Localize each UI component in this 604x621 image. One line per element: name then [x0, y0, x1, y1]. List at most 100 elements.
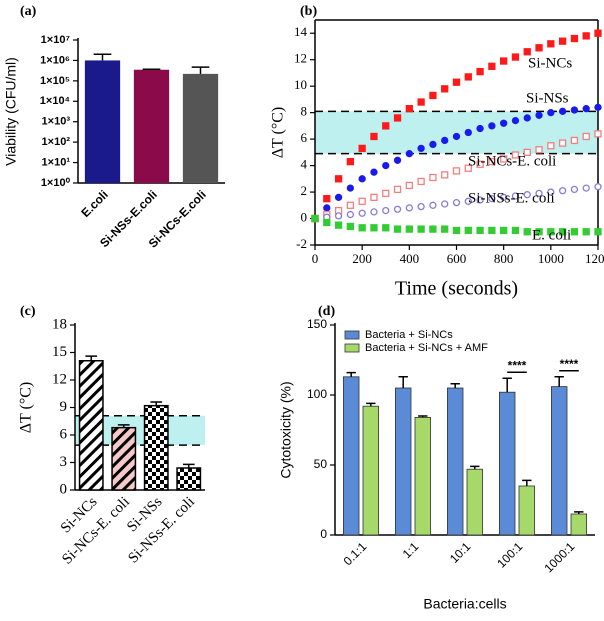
marker [488, 195, 496, 203]
marker [346, 201, 355, 209]
bar [143, 404, 169, 491]
y-tick-label: 6 [60, 426, 68, 442]
x-tick-label: 400 [400, 251, 420, 266]
error-bar [346, 371, 356, 377]
marker [535, 228, 543, 236]
y-tick-label: 1×10² [42, 136, 71, 148]
marker [594, 130, 602, 138]
marker [346, 157, 355, 166]
marker [370, 168, 378, 176]
y-axis-title: ΔT (°C) [18, 382, 35, 434]
y-tick-label: 1×10⁶ [40, 54, 70, 66]
marker [429, 173, 437, 182]
bar [362, 405, 380, 536]
marker [500, 119, 508, 127]
marker [594, 183, 602, 191]
marker [334, 221, 343, 229]
y-tick-label: 2 [301, 183, 308, 198]
marker [405, 105, 413, 113]
bar [394, 387, 412, 536]
marker [500, 57, 508, 65]
marker [405, 181, 413, 190]
marker [417, 144, 425, 153]
marker [358, 224, 366, 232]
error-bar [93, 53, 112, 61]
legend-label: Bacteria + Si-NCs + AMF [365, 342, 488, 354]
x-tick-label: 100:1 [494, 539, 525, 570]
marker [417, 225, 425, 233]
error-bar [398, 376, 408, 388]
panel: (b) -2 0 2 4 6 8 10 12 14 ΔT (°C) 0 200 400 600 800 1000… [270, 4, 604, 299]
marker [358, 144, 366, 153]
marker [523, 191, 531, 199]
error-bar [554, 376, 564, 387]
x-tick-label: 1000 [538, 251, 564, 266]
marker [547, 142, 555, 150]
series-label: E. coli [532, 227, 571, 243]
marker [393, 225, 402, 233]
bar [446, 387, 464, 536]
marker [441, 85, 449, 93]
marker [511, 116, 520, 125]
series-label: Si-NSs [526, 90, 569, 106]
marker [500, 155, 508, 163]
bar [84, 60, 121, 183]
y-tick-label: 14 [294, 24, 308, 39]
error-bar [470, 465, 480, 470]
marker [476, 196, 484, 204]
panel-label: (b) [300, 4, 317, 19]
marker [570, 228, 579, 236]
marker [452, 132, 461, 141]
marker [334, 212, 343, 220]
marker [594, 29, 602, 37]
series-label: Si-NSs-E. coli [468, 190, 555, 206]
marker [382, 122, 390, 130]
error-bar [85, 355, 98, 361]
marker [558, 228, 567, 236]
marker [405, 204, 413, 212]
marker [334, 193, 343, 202]
x-tick-label: 10:1 [447, 539, 474, 566]
legend-label: Bacteria + Si-NCs [365, 329, 453, 341]
marker [558, 187, 567, 195]
marker [523, 148, 531, 157]
marker [393, 185, 402, 194]
y-tick-label: 15 [52, 344, 67, 360]
error-bar [418, 415, 428, 418]
marker [382, 206, 390, 215]
marker [547, 228, 555, 236]
marker [464, 197, 472, 205]
marker [358, 209, 366, 217]
marker [535, 44, 543, 52]
marker [511, 226, 520, 235]
x-axis-title: Time (seconds) [395, 278, 518, 300]
marker [346, 184, 355, 192]
y-axis-title: Viability (CFU/ml) [3, 57, 19, 166]
bar [551, 386, 568, 536]
error-bar [502, 377, 512, 393]
x-tick-label: 1:1 [400, 539, 422, 561]
error-bar [522, 479, 532, 486]
error-bar [182, 463, 195, 468]
y-tick-label: 12 [52, 371, 67, 387]
marker [547, 188, 555, 196]
marker [393, 156, 402, 164]
x-tick-label: 1200 [585, 251, 604, 266]
marker [535, 146, 543, 154]
marker [558, 139, 567, 147]
marker [582, 228, 590, 236]
x-tick-label: E.coli [78, 187, 111, 220]
marker [405, 225, 413, 233]
y-tick-label: 1×10³ [42, 116, 71, 128]
marker [323, 218, 331, 227]
bar [466, 468, 484, 536]
y-tick-label: -2 [296, 236, 307, 251]
marker [417, 202, 425, 211]
marker [523, 114, 531, 122]
marker [570, 106, 579, 114]
marker [441, 136, 449, 145]
error-bar [191, 66, 210, 74]
x-tick-label: 0 [312, 251, 319, 266]
marker [429, 225, 437, 233]
